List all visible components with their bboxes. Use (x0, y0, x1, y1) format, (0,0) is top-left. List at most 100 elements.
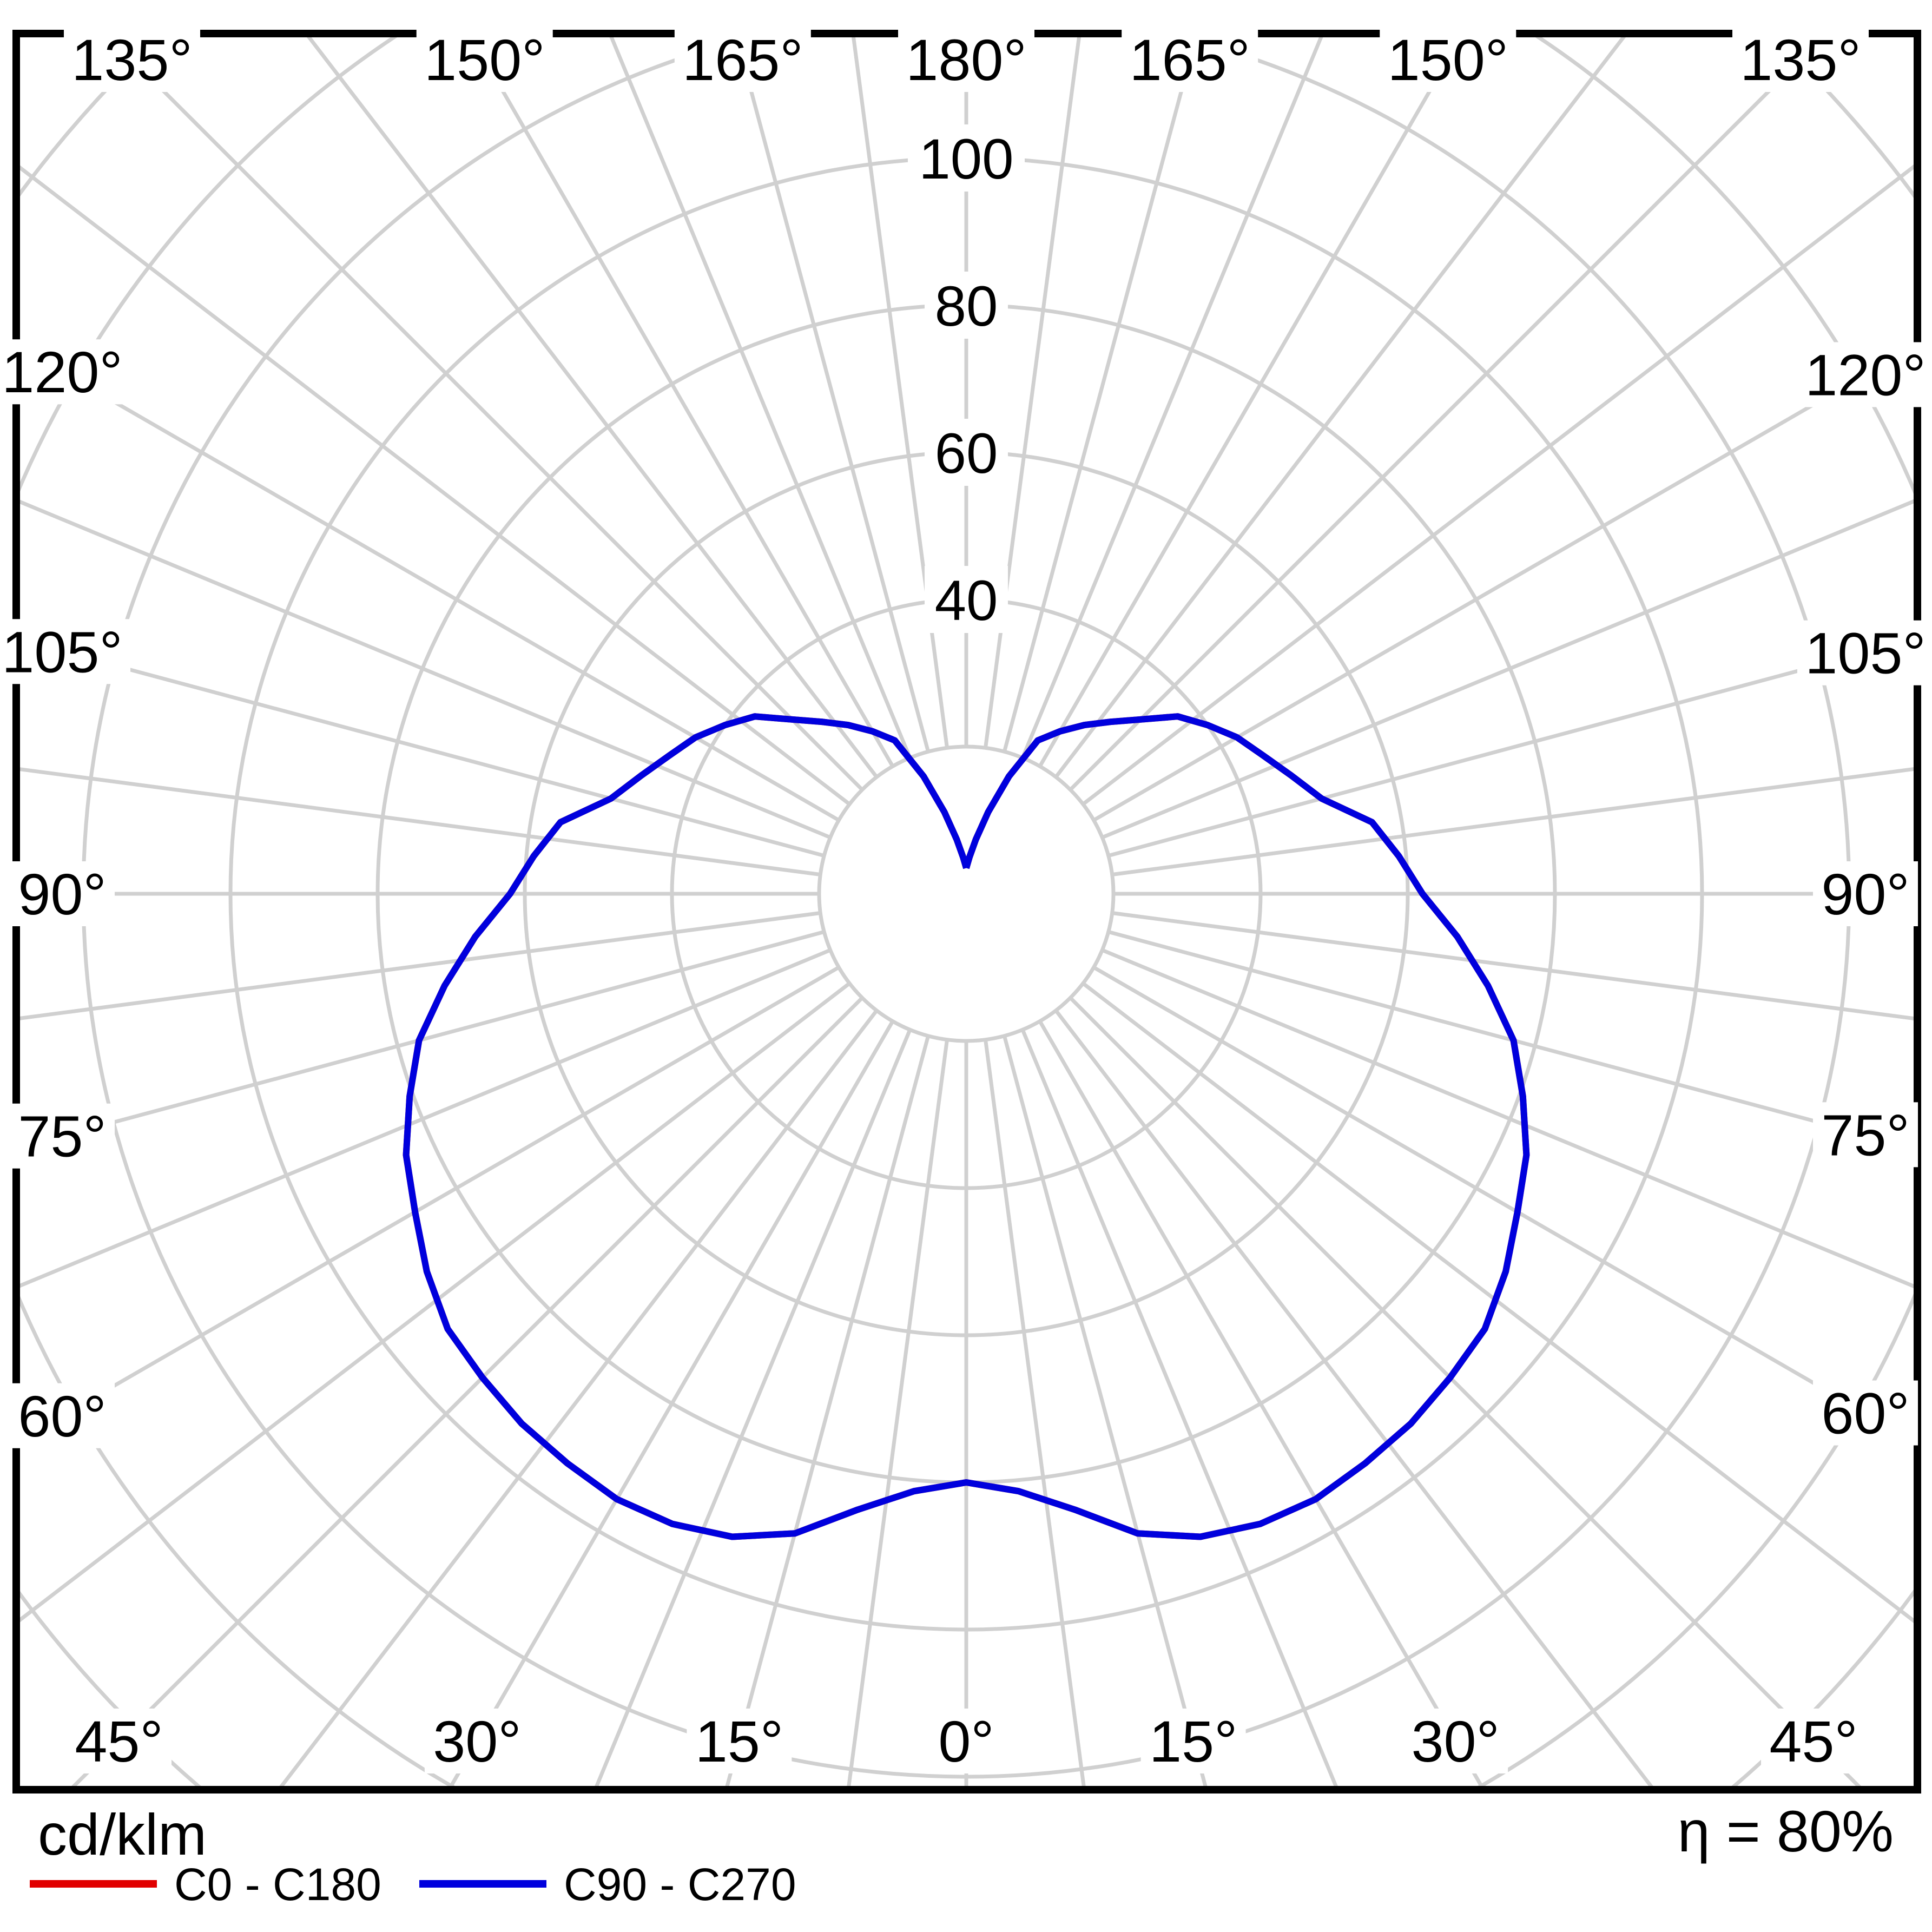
grid-spoke-165 (1003, 37, 1198, 753)
ring-label-60: 60 (935, 422, 998, 485)
ring-label-bg-80 (925, 272, 1008, 339)
grid-spoke-172.5 (984, 37, 1081, 748)
angle-label-30-right: 30° (1411, 1709, 1499, 1774)
grid-spoke-210 (470, 37, 895, 768)
grid-spoke-112.5 (1101, 499, 1914, 840)
angle-label-bg-90-right (1813, 861, 1918, 926)
angle-label-165-left: 165° (682, 27, 803, 93)
grid-spoke-82.5 (1112, 911, 1914, 1021)
grid-spoke-262.5 (20, 767, 821, 876)
angle-label-120-right: 120° (1805, 342, 1926, 407)
angle-label-60-left: 60° (18, 1383, 106, 1449)
angle-label-bg-120-left (0, 339, 130, 405)
grid-spoke-120 (1092, 345, 1914, 822)
grid-spoke-75 (1107, 930, 1914, 1150)
angle-label-90-left: 90° (18, 861, 106, 927)
angle-label-bg-105-left (0, 619, 130, 684)
angle-label-15-right: 15° (1149, 1709, 1237, 1774)
angle-label-15-left: 15° (695, 1709, 783, 1774)
grid-spoke-127.5 (1082, 164, 1914, 806)
grid-spoke-37.5 (1054, 1009, 1653, 1786)
angle-label-bg-120-right (1797, 342, 1932, 407)
grid-spoke-105 (1107, 638, 1914, 858)
legend: C0 - C180 C90 - C270 (30, 1859, 796, 1910)
angle-label-165-right: 165° (1129, 27, 1250, 93)
angle-label-bg-30-right (1403, 1709, 1508, 1773)
grid-labels: 40 60 80 100 0° 15° 15° 30° 30° 45° 45° 60° 60° 75° 75… (0, 27, 1932, 1774)
angle-label-bg-45-left (67, 1709, 172, 1773)
grid-spoke-300 (20, 965, 840, 1442)
ring-label-bg-100 (908, 124, 1025, 192)
grid-spoke-142.5 (1054, 37, 1626, 779)
angle-label-45-right: 45° (1769, 1709, 1857, 1774)
angle-label-135-left: 135° (71, 27, 192, 93)
angle-label-150-right: 150° (1388, 27, 1508, 93)
grid-spoke-255 (20, 638, 825, 858)
angle-label-105-left: 105° (2, 619, 122, 684)
legend-label-c90-c270: C90 - C270 (564, 1859, 796, 1910)
grid-spoke-337.5 (595, 1028, 912, 1786)
ring-label-bg-40 (925, 566, 1008, 633)
angle-label-30-left: 30° (433, 1709, 521, 1774)
angle-label-75-right: 75° (1821, 1102, 1909, 1168)
grid-spoke-60 (1092, 965, 1914, 1443)
angle-label-bg-165-left (674, 27, 811, 92)
ring-label-100: 100 (919, 128, 1013, 191)
ring-label-bg-60 (925, 419, 1008, 486)
grid-spoke-67.5 (1101, 948, 1914, 1289)
grid-spoke-187.5 (852, 37, 949, 748)
angle-label-bg-45-right (1761, 1709, 1866, 1773)
ring-label-40: 40 (935, 569, 998, 632)
angle-label-0-right: 0° (938, 1709, 994, 1774)
angle-label-90-right: 90° (1821, 861, 1909, 927)
distribution-curves (403, 713, 1530, 1540)
grid-spoke-352.5 (847, 1039, 949, 1786)
angle-label-bg-105-right (1797, 620, 1932, 685)
efficiency-label: η = 80% (1678, 1798, 1894, 1864)
grid-spoke-202.5 (609, 37, 912, 759)
grid-spoke-322.5 (279, 1009, 879, 1786)
grid-spoke-307.5 (20, 981, 851, 1623)
grid-spoke-7.5 (984, 1039, 1086, 1786)
angle-label-bg-135-left (64, 27, 200, 92)
grid-spoke-247.5 (20, 499, 832, 840)
grid-spoke-330 (449, 1020, 895, 1786)
angle-label-bg-135-right (1732, 27, 1869, 92)
grid-spoke-30 (1038, 1020, 1484, 1786)
grid-spoke-15 (1003, 1035, 1208, 1786)
angle-label-bg-90-left (10, 861, 115, 926)
angle-label-bg-150-left (416, 27, 553, 92)
grid-spoke-217.5 (306, 37, 879, 779)
angle-label-135-right: 135° (1740, 27, 1861, 93)
grid-spoke-240 (20, 345, 840, 822)
angle-label-bg-165-right (1122, 27, 1258, 92)
angle-label-bg-150-right (1380, 27, 1516, 92)
angle-label-bg-60-left (10, 1383, 115, 1448)
grid-spoke-52.5 (1082, 981, 1914, 1624)
angle-label-45-left: 45° (75, 1709, 163, 1774)
angle-label-bg-75-left (10, 1103, 115, 1169)
angle-label-120-left: 120° (2, 339, 122, 405)
angle-label-75-left: 75° (18, 1104, 106, 1169)
curve-c90-c270 (403, 713, 1530, 1540)
angle-label-bg-15-left (687, 1709, 792, 1773)
angle-label-bg-75-right (1813, 1102, 1918, 1168)
grid-spoke-157.5 (1020, 37, 1323, 759)
angle-label-bg-0-right (929, 1709, 1003, 1773)
angle-label-60-right: 60° (1821, 1381, 1909, 1446)
angle-label-105-right: 105° (1805, 621, 1926, 686)
grid-spoke-22.5 (1020, 1028, 1338, 1786)
angle-label-bg-15-right (1140, 1709, 1246, 1773)
angle-label-180-right: 180° (906, 27, 1026, 93)
grid-spoke-150 (1038, 37, 1463, 768)
grid-spoke-292.5 (20, 948, 832, 1288)
angle-label-bg-60-right (1813, 1380, 1918, 1446)
ring-label-80: 80 (935, 275, 998, 338)
grid-spoke-285 (20, 930, 825, 1150)
legend-label-c0-c180: C0 - C180 (174, 1859, 381, 1910)
units-label: cd/klm (38, 1802, 207, 1867)
grid-spoke-195 (735, 37, 930, 753)
grid-spoke-97.5 (1112, 767, 1914, 876)
